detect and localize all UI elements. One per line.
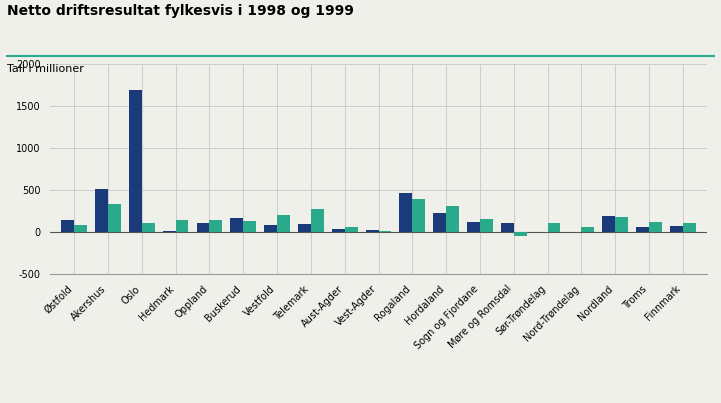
Bar [480,219,493,232]
Bar [615,217,628,232]
Bar [446,206,459,232]
Bar [243,221,256,232]
Bar [277,214,290,232]
Bar [176,220,188,232]
Bar [412,199,425,232]
Bar [501,223,514,232]
Bar [311,209,324,232]
Bar [108,204,121,232]
Bar [379,231,392,232]
Bar [670,226,683,232]
Text: Netto driftsresultat fylkesvis i 1998 og 1999: Netto driftsresultat fylkesvis i 1998 og… [7,4,354,18]
Bar [129,90,142,232]
Bar [366,230,379,232]
Bar [264,225,277,232]
Bar [581,226,594,232]
Bar [548,223,560,232]
Bar [467,222,480,232]
Bar [231,218,243,232]
Bar [345,226,358,232]
Bar [433,213,446,232]
Bar [649,222,662,232]
Bar [163,231,176,232]
Bar [74,225,87,232]
Bar [298,224,311,232]
Bar [636,227,649,232]
Bar [142,223,154,232]
Bar [603,216,615,232]
Text: Tall i millioner: Tall i millioner [7,64,84,75]
Bar [61,220,74,232]
Bar [197,223,209,232]
Bar [683,223,696,232]
Bar [399,193,412,232]
Bar [514,232,526,236]
Bar [95,189,108,232]
Bar [209,220,222,232]
Bar [332,229,345,232]
